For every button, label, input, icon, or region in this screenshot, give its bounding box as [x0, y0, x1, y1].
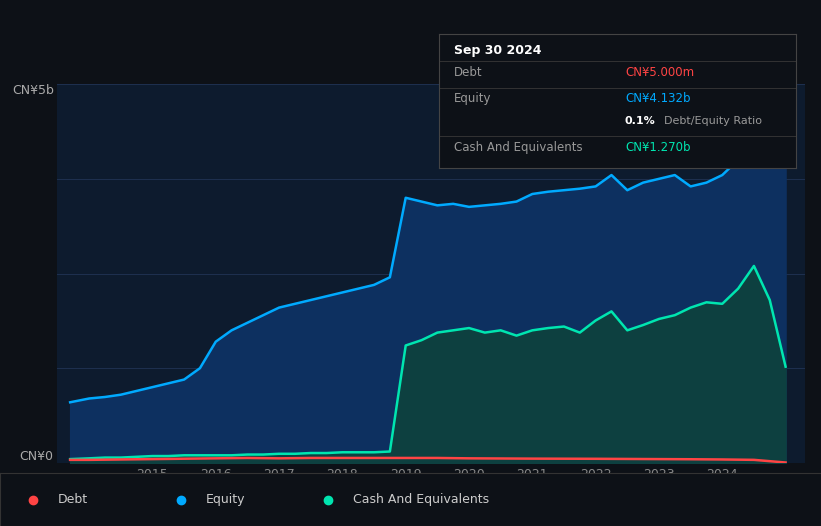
Text: CN¥0: CN¥0: [20, 450, 53, 463]
Text: CN¥4.132b: CN¥4.132b: [625, 92, 690, 105]
Text: 0.1%: 0.1%: [625, 116, 656, 126]
Text: CN¥5.000m: CN¥5.000m: [625, 66, 694, 79]
Text: CN¥5b: CN¥5b: [11, 84, 53, 97]
Text: Cash And Equivalents: Cash And Equivalents: [453, 141, 582, 155]
Text: Equity: Equity: [453, 92, 491, 105]
Text: Debt: Debt: [453, 66, 482, 79]
Text: Sep 30 2024: Sep 30 2024: [453, 44, 541, 57]
Text: CN¥1.270b: CN¥1.270b: [625, 141, 690, 155]
Text: Debt: Debt: [57, 493, 88, 506]
Text: Debt/Equity Ratio: Debt/Equity Ratio: [664, 116, 762, 126]
Text: Equity: Equity: [205, 493, 245, 506]
Text: Cash And Equivalents: Cash And Equivalents: [353, 493, 489, 506]
